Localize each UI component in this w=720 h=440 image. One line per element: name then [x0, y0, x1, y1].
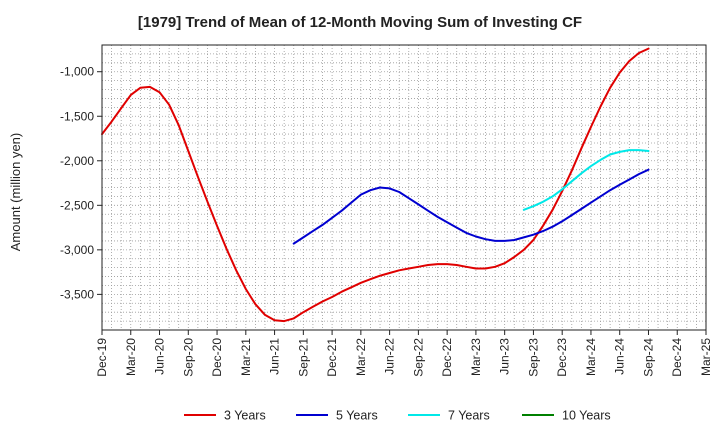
y-tick-label: -3,500: [60, 287, 94, 301]
y-tick-label: -1,500: [60, 109, 94, 123]
y-axis-ticks: -1,000 -1,500 -2,000 -2,500 -3,000 -3,500: [60, 65, 102, 301]
y-axis-label: Amount (million yen): [8, 133, 23, 252]
series-line-7-years: [522, 149, 650, 211]
legend-label: 10 Years: [562, 409, 611, 423]
series-line-5-years: [292, 168, 650, 245]
x-tick-label: Mar-20: [124, 338, 138, 376]
x-tick-label: Sep-20: [181, 338, 195, 377]
x-tick-label: Jun-23: [498, 338, 512, 375]
x-tick-label: Mar-23: [469, 338, 483, 376]
plot-frame: [101, 44, 707, 331]
x-tick-label: Dec-21: [325, 338, 339, 377]
x-tick-label: Mar-25: [699, 338, 713, 376]
chart-title: [1979] Trend of Mean of 12-Month Moving …: [137, 14, 583, 31]
y-tick-label: -2,500: [60, 198, 94, 212]
legend: 3 Years 5 Years 7 Years 10 Years: [184, 409, 611, 423]
legend-label: 3 Years: [224, 409, 266, 423]
x-tick-label: Jun-20: [153, 338, 167, 375]
x-axis-ticks: Dec-19 Mar-20 Jun-20 Sep-20 Dec-20 Mar-21 Jun-…: [95, 330, 713, 377]
x-tick-label: Dec-22: [440, 338, 454, 377]
x-tick-label: Jun-24: [613, 338, 627, 375]
y-tick-label: -1,000: [60, 65, 94, 79]
x-tick-label: Dec-23: [555, 338, 569, 377]
x-tick-label: Jun-22: [383, 338, 397, 375]
x-tick-label: Sep-24: [641, 338, 655, 377]
legend-label: 5 Years: [336, 409, 378, 423]
x-tick-label: Sep-23: [526, 338, 540, 377]
x-tick-label: Dec-19: [95, 338, 109, 377]
x-tick-label: Jun-21: [268, 338, 282, 375]
series-lines: [101, 47, 650, 323]
x-tick-label: Mar-22: [354, 338, 368, 376]
x-tick-label: Mar-24: [584, 338, 598, 376]
x-tick-label: Mar-21: [239, 338, 253, 376]
series-line-3-years: [101, 47, 650, 323]
y-tick-label: -2,000: [60, 154, 94, 168]
x-tick-label: Sep-21: [296, 338, 310, 377]
x-tick-label: Sep-22: [411, 338, 425, 377]
x-tick-label: Dec-20: [210, 338, 224, 377]
legend-label: 7 Years: [448, 409, 490, 423]
y-tick-label: -3,000: [60, 243, 94, 257]
x-tick-label: Dec-24: [670, 338, 684, 377]
